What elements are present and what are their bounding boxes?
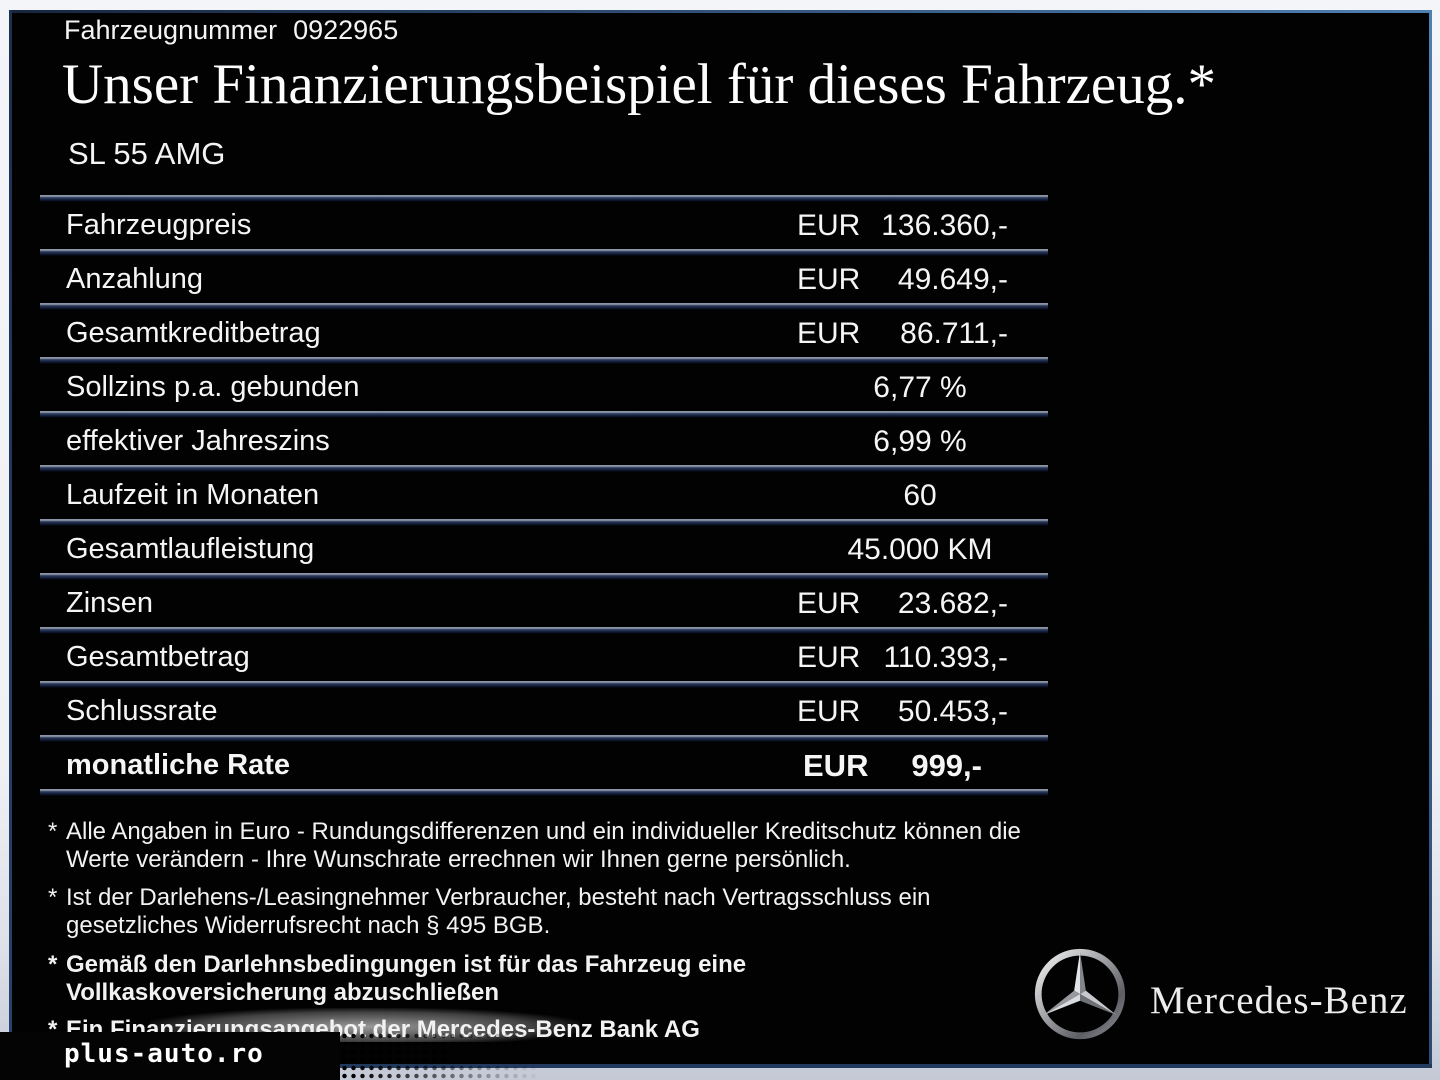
value-amount: 999,- bbox=[911, 747, 982, 783]
row-separator bbox=[40, 789, 1048, 796]
currency-label: EUR bbox=[797, 262, 861, 296]
footnote-line: Vollkaskoversicherung abzuschließen bbox=[66, 979, 500, 1006]
watermark-bar bbox=[0, 1032, 340, 1080]
finance-table: Fahrzeugpreis EUR 136.360,- Anzahlung EU… bbox=[40, 195, 1048, 796]
value-amount: 60 bbox=[903, 478, 937, 512]
table-row: Laufzeit in Monaten 60 bbox=[40, 472, 1048, 519]
vehicle-number-line: Fahrzeugnummer 0922965 bbox=[64, 14, 398, 46]
currency-label: EUR bbox=[797, 586, 861, 620]
currency-label: EUR bbox=[803, 747, 869, 783]
row-label: Gesamtbetrag bbox=[66, 641, 250, 673]
mercedes-star-icon bbox=[1032, 946, 1128, 1042]
table-row: Sollzins p.a. gebunden 6,77 % bbox=[40, 364, 1048, 411]
table-row: Fahrzeugpreis EUR 136.360,- bbox=[40, 202, 1048, 249]
currency-label: EUR bbox=[797, 316, 861, 350]
row-separator bbox=[40, 627, 1048, 634]
table-row: Gesamtkreditbetrag EUR 86.711,- bbox=[40, 310, 1048, 357]
row-label: Sollzins p.a. gebunden bbox=[66, 371, 360, 403]
row-label: Fahrzeugpreis bbox=[66, 209, 252, 241]
row-value: EUR 23.682,- bbox=[797, 587, 1008, 621]
value-amount: 50.453,- bbox=[897, 694, 1008, 728]
row-value: EUR 50.453,- bbox=[797, 695, 1008, 729]
row-value: EUR 136.360,- bbox=[797, 209, 1008, 243]
row-value: EUR 49.649,- bbox=[797, 263, 1008, 297]
panel-edge-top bbox=[9, 10, 1432, 13]
row-separator bbox=[40, 681, 1048, 688]
footnote: * Ist der Darlehens-/Leasingnehmer Verbr… bbox=[48, 884, 1048, 940]
table-row: Schlussrate EUR 50.453,- bbox=[40, 688, 1048, 735]
value-amount: 45.000 KM bbox=[847, 532, 993, 566]
watermark-halftone-dots bbox=[340, 1032, 560, 1080]
footnote: * Gemäß den Darlehnsbedingungen ist für … bbox=[48, 951, 1048, 1007]
row-separator bbox=[40, 357, 1048, 364]
row-value: EUR 110.393,- bbox=[797, 641, 1008, 675]
row-separator bbox=[40, 195, 1048, 202]
row-label: Laufzeit in Monaten bbox=[66, 479, 320, 511]
table-row: Zinsen EUR 23.682,- bbox=[40, 580, 1048, 627]
mercedes-wordmark: Mercedes-Benz bbox=[1150, 979, 1408, 1022]
row-separator bbox=[40, 735, 1048, 742]
footnote-lines: Gemäß den Darlehnsbedingungen ist für da… bbox=[66, 951, 746, 1007]
row-label: Zinsen bbox=[66, 587, 154, 619]
value-amount: 86.711,- bbox=[900, 316, 1008, 350]
vehicle-number-label: Fahrzeugnummer bbox=[64, 15, 278, 45]
row-value: 45.000 KM bbox=[790, 533, 1050, 567]
value-amount: 136.360,- bbox=[881, 208, 1008, 242]
row-label: Gesamtkreditbetrag bbox=[66, 317, 321, 349]
footnote-line: Gemäß den Darlehnsbedingungen ist für da… bbox=[66, 951, 747, 978]
row-separator bbox=[40, 519, 1048, 526]
footnote-line: Ist der Darlehens-/Leasingnehmer Verbrau… bbox=[66, 884, 931, 911]
footnote-line: Alle Angaben in Euro - Rundungsdifferenz… bbox=[66, 818, 1021, 845]
row-separator bbox=[40, 303, 1048, 310]
table-row: Anzahlung EUR 49.649,- bbox=[40, 256, 1048, 303]
row-value: 60 bbox=[790, 479, 1050, 513]
panel-edge-left bbox=[9, 10, 12, 1068]
vehicle-number-value: 0922965 bbox=[293, 15, 399, 45]
footnote-lines: Alle Angaben in Euro - Rundungsdifferenz… bbox=[66, 818, 1021, 874]
value-amount: 49.649,- bbox=[897, 262, 1008, 296]
row-separator bbox=[40, 411, 1048, 418]
footnote-line: Werte verändern - Ihre Wunschrate errech… bbox=[66, 846, 851, 873]
row-label: Anzahlung bbox=[66, 263, 204, 295]
vehicle-model: SL 55 AMG bbox=[68, 136, 226, 171]
value-amount: 23.682,- bbox=[897, 586, 1008, 620]
row-label: effektiver Jahreszins bbox=[66, 425, 330, 457]
footnote-marker: * bbox=[48, 818, 58, 845]
value-amount: 110.393,- bbox=[883, 640, 1008, 674]
footnote-marker: * bbox=[48, 1016, 58, 1043]
footnote-marker: * bbox=[48, 884, 58, 911]
row-separator bbox=[40, 249, 1048, 256]
footnote-lines: Ist der Darlehens-/Leasingnehmer Verbrau… bbox=[66, 884, 931, 940]
footnote-line: gesetzliches Widerrufsrecht nach § 495 B… bbox=[66, 912, 551, 939]
currency-label: EUR bbox=[797, 640, 861, 674]
black-panel bbox=[9, 10, 1432, 1068]
row-label: Schlussrate bbox=[66, 695, 218, 727]
value-amount: 6,77 % bbox=[873, 370, 967, 404]
row-separator bbox=[40, 573, 1048, 580]
row-value: 6,77 % bbox=[790, 371, 1050, 405]
currency-label: EUR bbox=[797, 208, 861, 242]
panel-edge-right bbox=[1429, 10, 1432, 1068]
table-row: Gesamtlaufleistung 45.000 KM bbox=[40, 526, 1048, 573]
footnote-marker: * bbox=[48, 951, 58, 978]
row-value: EUR 999,- bbox=[803, 748, 982, 784]
table-row: monatliche Rate EUR 999,- bbox=[40, 742, 1048, 789]
value-amount: 6,99 % bbox=[873, 424, 967, 458]
row-separator bbox=[40, 465, 1048, 472]
watermark-text: plus-auto.ro bbox=[64, 1039, 264, 1069]
table-row: Gesamtbetrag EUR 110.393,- bbox=[40, 634, 1048, 681]
row-label: monatliche Rate bbox=[66, 749, 290, 781]
row-value: 6,99 % bbox=[790, 425, 1050, 459]
footnote: * Alle Angaben in Euro - Rundungsdiffere… bbox=[48, 818, 1048, 874]
page-title: Unser Finanzierungsbeispiel für dieses F… bbox=[62, 53, 1216, 116]
row-label: Gesamtlaufleistung bbox=[66, 533, 315, 565]
currency-label: EUR bbox=[797, 694, 861, 728]
panel-edge-bottom bbox=[9, 1064, 1432, 1068]
row-value: EUR 86.711,- bbox=[797, 317, 1008, 351]
table-row: effektiver Jahreszins 6,99 % bbox=[40, 418, 1048, 465]
